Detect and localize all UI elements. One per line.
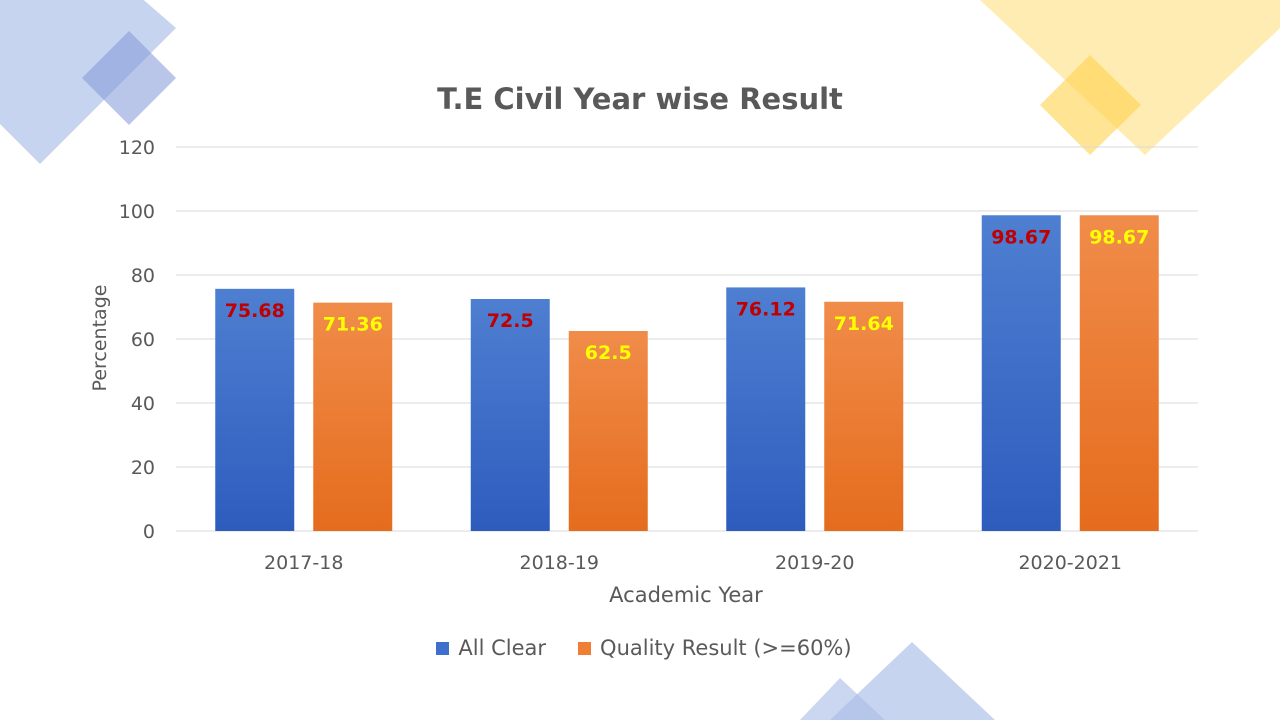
bar-quality-result-2017-18	[313, 302, 393, 531]
x-axis-ticks: 2017-18 2018-19 2019-20 2020-2021	[264, 552, 1122, 574]
x-axis-label: Academic Year	[609, 583, 763, 607]
bar-quality-result-2020-2021	[1079, 215, 1159, 532]
deco-yellow-diamond-large	[980, 0, 1280, 155]
data-label: 71.64	[834, 313, 894, 335]
x-tick-label: 2019-20	[775, 552, 854, 574]
y-tick-label: 100	[119, 201, 155, 223]
deco-yellow-diamond-small	[1040, 55, 1141, 155]
y-tick-label: 80	[131, 265, 155, 287]
bar-all-clear-2018-19	[470, 299, 550, 531]
legend-swatch-quality-result	[578, 641, 592, 655]
bar-all-clear-2017-18	[215, 288, 295, 531]
data-label: 76.12	[736, 298, 796, 320]
y-tick-label: 0	[143, 521, 155, 543]
y-tick-label: 120	[119, 137, 155, 159]
y-axis-label: Percentage	[89, 284, 111, 392]
deco-blue-diamond-small	[82, 31, 176, 125]
chart-title: T.E Civil Year wise Result	[437, 82, 843, 116]
y-axis-ticks: 0 20 40 60 80 100 120	[119, 137, 155, 543]
x-tick-label: 2018-19	[520, 552, 599, 574]
data-label: 98.67	[991, 226, 1051, 248]
bar-all-clear-2020-2021	[981, 215, 1061, 532]
legend-swatch-all-clear	[436, 641, 450, 655]
legend-item-all-clear[interactable]: All Clear	[436, 636, 546, 660]
y-tick-label: 60	[131, 329, 155, 351]
legend-label-all-clear: All Clear	[458, 636, 547, 660]
x-tick-label: 2020-2021	[1018, 552, 1122, 574]
deco-blue-diamond-bottom-right	[830, 642, 995, 720]
legend: All Clear Quality Result (>=60%)	[0, 636, 1280, 660]
bar-quality-result-2018-19	[568, 331, 648, 531]
data-label: 75.68	[225, 300, 285, 322]
data-label: 71.36	[323, 314, 383, 336]
x-tick-label: 2017-18	[264, 552, 343, 574]
bar-quality-result-2019-20	[824, 301, 904, 531]
y-tick-label: 20	[131, 457, 155, 479]
bar-all-clear-2019-20	[726, 287, 806, 531]
legend-item-quality-result[interactable]: Quality Result (>=60%)	[578, 636, 852, 660]
bars: 75.68 71.36 72.5 62.5 76.12 71.64 98.67 98.67	[215, 215, 1159, 532]
y-tick-label: 40	[131, 393, 155, 415]
data-label: 62.5	[585, 342, 632, 364]
data-label: 72.5	[487, 310, 534, 332]
legend-label-quality-result: Quality Result (>=60%)	[600, 636, 852, 660]
data-label: 98.67	[1089, 226, 1149, 248]
